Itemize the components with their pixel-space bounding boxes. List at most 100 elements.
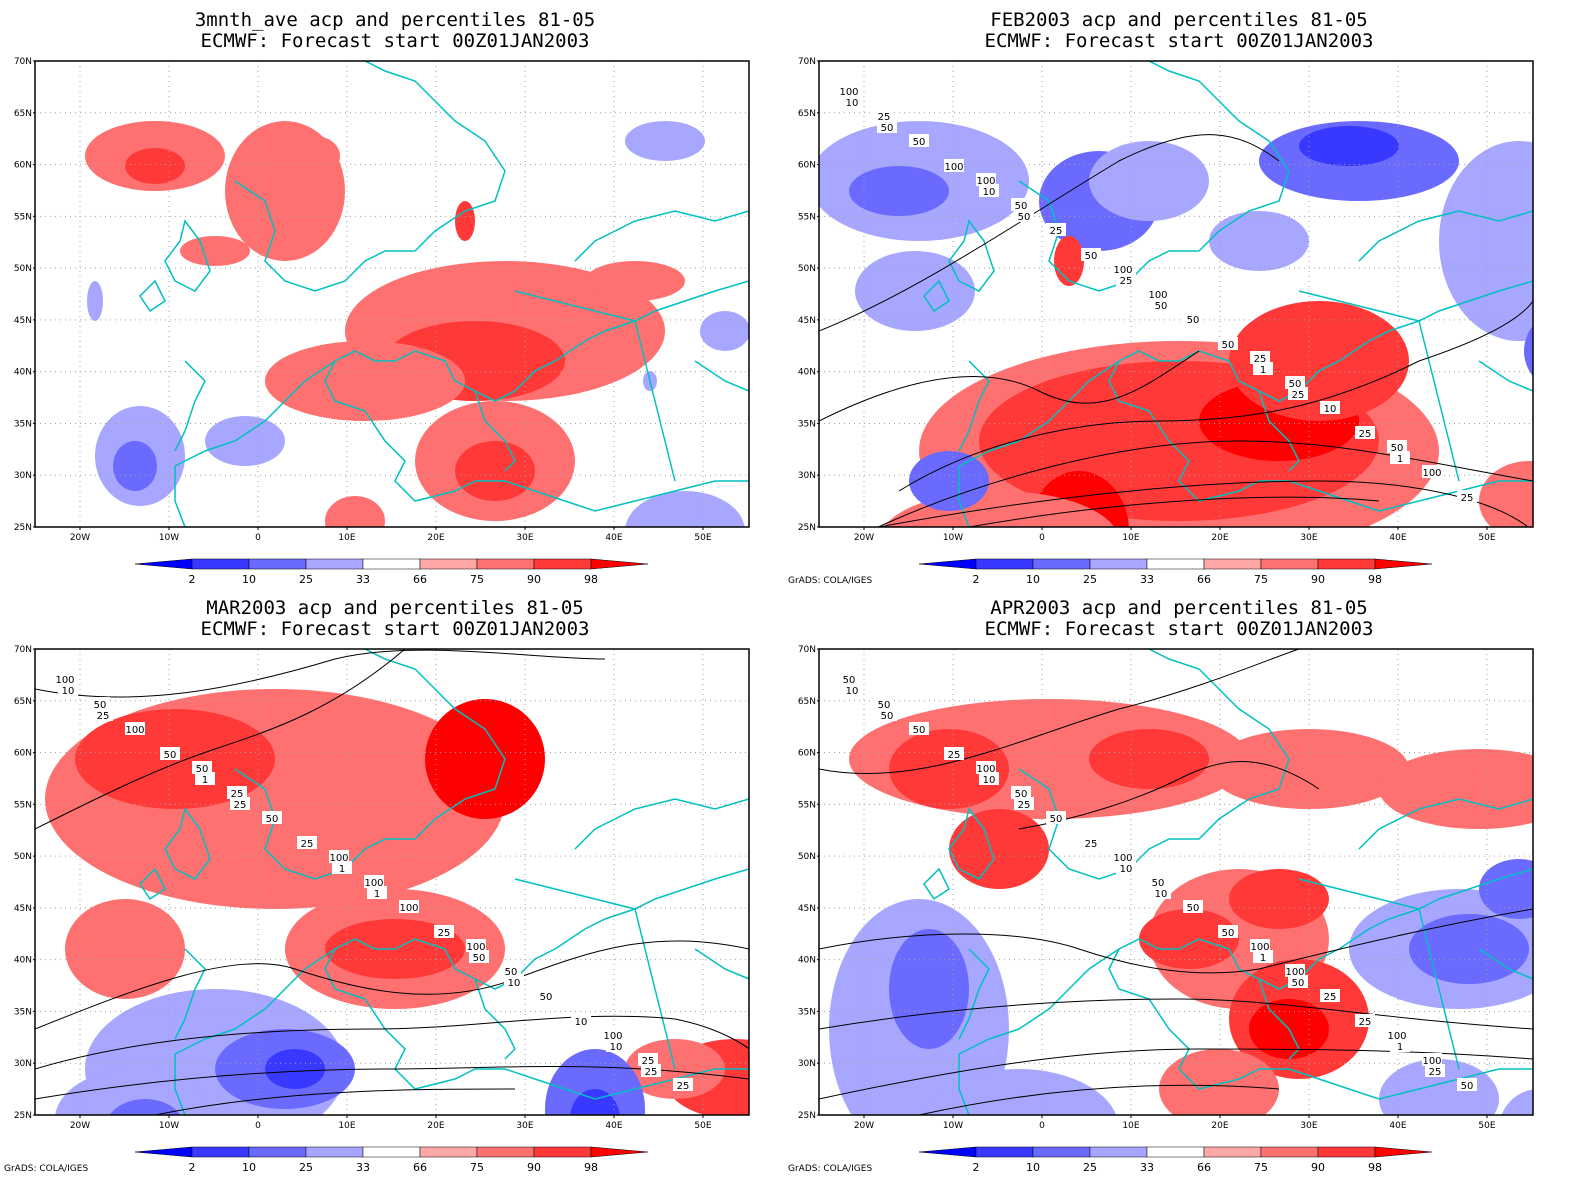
- coastline: [1418, 320, 1460, 482]
- colorbar-segment: [419, 558, 478, 570]
- coastline: [958, 466, 970, 527]
- panel-feb: FEB2003 acp and percentiles 81-05 ECMWF:…: [784, 0, 1574, 590]
- contour-label: 100: [839, 84, 859, 98]
- contour-label: 10: [504, 975, 524, 989]
- contour-label: 100: [976, 173, 996, 187]
- colorbar-label: 75: [1254, 1161, 1268, 1174]
- contour-label: 25: [227, 786, 247, 800]
- colorbar-segment: [305, 1146, 364, 1158]
- contour-label: 50: [1011, 198, 1031, 212]
- coastline: [234, 61, 506, 292]
- colorbar-label: 25: [299, 1161, 313, 1174]
- svg-text:100: 100: [364, 878, 383, 889]
- colorbar-segment: [191, 558, 250, 570]
- map-area: 1005010010010050251005025100501005025502…: [14, 645, 750, 1131]
- contour-label: 100: [364, 875, 384, 889]
- svg-text:50: 50: [881, 711, 894, 722]
- svg-text:100: 100: [466, 942, 485, 953]
- map-area: 5010010010010050505010010050505025502525…: [798, 645, 1534, 1131]
- contour-label: 50: [1387, 440, 1407, 454]
- lat-tick-label: 35N: [798, 1007, 816, 1017]
- colorbar-label: 33: [356, 573, 370, 586]
- map-svg: 1001001002550255010050100502550102510050…: [798, 57, 1534, 586]
- lat-tick-label: 25N: [798, 523, 816, 533]
- coastline: [948, 807, 995, 880]
- lat-tick-label: 55N: [14, 800, 32, 810]
- contour-label: 100: [603, 1028, 623, 1042]
- contour-label: 1: [1253, 362, 1273, 376]
- percentile-shading: [1089, 729, 1209, 789]
- colorbar-segment: [1203, 1146, 1262, 1158]
- percentile-shading: [1299, 126, 1399, 166]
- svg-text:100: 100: [125, 725, 144, 736]
- contour-label: 100: [399, 900, 419, 914]
- contour-label: 50: [90, 697, 110, 711]
- contour-label: 1: [1390, 451, 1410, 465]
- contour-label: 100: [1387, 1028, 1407, 1042]
- contour-label: 50: [262, 811, 282, 825]
- colorbar-label: 2: [189, 1161, 196, 1174]
- contour-label: 25: [1320, 989, 1340, 1003]
- svg-text:25: 25: [642, 1056, 655, 1067]
- percentile-shading: [1439, 141, 1533, 341]
- contour-line: [819, 998, 1533, 1030]
- lon-tick-label: 10W: [943, 1121, 963, 1131]
- coastline: [1018, 649, 1290, 880]
- svg-text:100: 100: [1422, 1056, 1441, 1067]
- colorbar-segment: [248, 1146, 307, 1158]
- contour-label: 50: [874, 697, 894, 711]
- colorbar-segment: [1146, 558, 1205, 570]
- map-svg: 70N 65N 60N 55N 50N 45N 40N 35N 30N 25N 20W 10W 0 10E…: [14, 57, 750, 586]
- colorbar-label: 10: [1026, 573, 1040, 586]
- coastline: [694, 948, 749, 980]
- svg-text:50: 50: [1292, 978, 1305, 989]
- lon-tick-label: 0: [255, 533, 261, 543]
- contour-line: [819, 649, 1300, 775]
- contour-label: 50: [536, 989, 556, 1003]
- svg-text:100: 100: [1285, 967, 1304, 978]
- percentile-shading: [1029, 471, 1129, 527]
- map-content: 5010010010010050505010010050505025502525…: [819, 649, 1533, 1115]
- coastline: [958, 948, 990, 1040]
- percentile-shading: [889, 729, 1009, 809]
- percentile-shading: [87, 281, 103, 321]
- colorbar-label: 98: [1368, 573, 1382, 586]
- percentile-shading: [625, 491, 745, 527]
- coastline: [174, 360, 206, 452]
- svg-text:100: 100: [55, 675, 74, 686]
- lon-tick-label: 40E: [1389, 1121, 1406, 1131]
- coastline: [958, 1054, 970, 1115]
- percentile-shading: [585, 261, 685, 301]
- svg-text:25: 25: [645, 1067, 658, 1078]
- colorbar-label: 90: [527, 573, 541, 586]
- svg-text:50: 50: [266, 814, 279, 825]
- lat-tick-label: 25N: [14, 1111, 32, 1121]
- contour-label: 50: [909, 134, 929, 148]
- contour-label: 100: [55, 672, 75, 686]
- svg-text:100: 100: [1422, 468, 1441, 479]
- lat-tick-label: 45N: [14, 316, 32, 326]
- lat-tick-label: 70N: [14, 57, 32, 67]
- svg-text:100: 100: [976, 764, 995, 775]
- lon-tick-label: 30E: [516, 1121, 533, 1131]
- svg-text:25: 25: [1254, 354, 1267, 365]
- svg-text:25: 25: [301, 839, 314, 850]
- svg-text:100: 100: [1148, 290, 1167, 301]
- contour-label: 50: [1046, 811, 1066, 825]
- colorbar-segment: [419, 1146, 478, 1158]
- svg-text:50: 50: [1015, 789, 1028, 800]
- panel-title-line2: ECMWF: Forecast start 00Z01JAN2003: [200, 30, 590, 52]
- svg-text:25: 25: [1018, 800, 1031, 811]
- lat-tick-label: 60N: [798, 749, 816, 759]
- lon-tick-label: 50E: [1478, 1121, 1495, 1131]
- map-content: [35, 61, 749, 527]
- svg-text:25: 25: [97, 711, 110, 722]
- percentile-shading: [265, 1049, 325, 1089]
- contour-label: 100: [1285, 964, 1305, 978]
- colorbar-label: 25: [1083, 573, 1097, 586]
- contour-label: 100: [329, 850, 349, 864]
- contour-label: 25: [1046, 223, 1066, 237]
- contour-label: 100: [1422, 465, 1442, 479]
- contour-label: 25: [641, 1064, 661, 1078]
- coastline: [574, 210, 749, 262]
